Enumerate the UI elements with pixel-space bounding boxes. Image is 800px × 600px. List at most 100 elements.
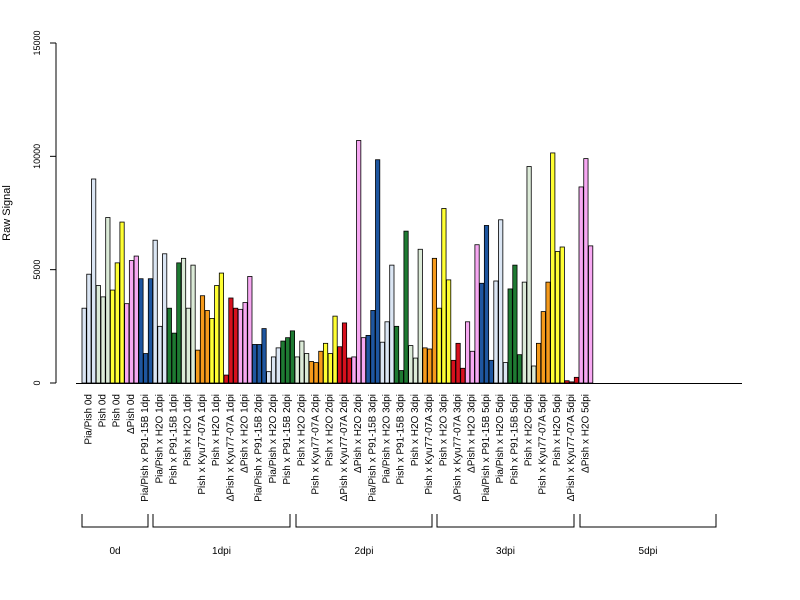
x-tick-label: Pish x P91-15B 1dpi (169, 394, 180, 485)
bar (133, 255, 139, 384)
x-tick-label: Pish x Kyu77-07A 5dpi (538, 394, 549, 495)
bar (256, 344, 262, 384)
bar (223, 374, 229, 384)
x-tick-label: ΔPish x H2O 1dpi (240, 394, 251, 473)
bar (275, 347, 281, 384)
bar (105, 217, 111, 384)
bar (233, 307, 239, 384)
bar (588, 245, 594, 384)
x-tick-label: Pish x H2O 5dpi (552, 394, 563, 466)
bar (261, 328, 267, 384)
bar (152, 239, 158, 384)
bar (488, 359, 494, 384)
x-tick-label: Pish 0d (112, 394, 123, 427)
x-tick-label: ΔPish x H2O 2dpi (353, 394, 364, 473)
bar (322, 342, 329, 384)
x-tick-label: Pish x Kyu77-07A 1dpi (197, 394, 208, 495)
bar (455, 342, 461, 384)
group-brackets: 0d 1dpi 2dpi 3dpi 5dpi (81, 514, 717, 557)
group-label: 2dpi (355, 546, 374, 557)
x-tick-label: Pish x P91-15B 3dpi (396, 394, 407, 485)
bar (398, 370, 404, 384)
bar (526, 166, 532, 384)
bar (375, 159, 381, 384)
bar (280, 340, 286, 384)
bar (360, 337, 366, 384)
bar (214, 285, 220, 384)
bar (119, 221, 125, 384)
x-tick-label: ΔPish 0d (126, 394, 137, 434)
bar (218, 272, 225, 384)
y-tick-label: 10000 (32, 144, 42, 169)
x-tick-label: Pish x P91-15B 5dpi (509, 394, 520, 485)
bar (436, 307, 442, 384)
bar (521, 281, 527, 384)
bar (289, 330, 295, 384)
x-tick-label: Pish x H2O 2dpi (296, 394, 307, 466)
x-tick-label: Pish x H2O 2dpi (325, 394, 336, 466)
x-tick-label: Pia/Pish x P91-15B 3dpi (367, 394, 378, 502)
x-tick-label: Pish x H2O 3dpi (438, 394, 449, 466)
bar (332, 315, 338, 384)
bar (176, 262, 182, 384)
bar (228, 297, 234, 384)
group-bracket (436, 514, 575, 528)
y-tick-label: 15000 (32, 30, 42, 55)
bar (304, 353, 310, 384)
bar (469, 350, 475, 384)
bar (147, 278, 154, 384)
bar (540, 311, 546, 384)
x-tick-label: Pish x P91-15B 2dpi (282, 394, 293, 485)
bar (171, 332, 177, 384)
x-tick-label: Pish x H2O 3dpi (410, 394, 421, 466)
bar (313, 362, 319, 384)
bar (384, 321, 390, 384)
bar (356, 140, 362, 384)
x-tick-label: ΔPish x Kyu77-07A 1dpi (225, 394, 236, 501)
group-label: 5dpi (639, 546, 658, 557)
bar (285, 337, 291, 384)
bar (427, 348, 433, 384)
x-tick-label: Pish x H2O 1dpi (183, 394, 194, 466)
bar (583, 158, 589, 384)
bar (337, 346, 343, 384)
bar (573, 376, 579, 384)
y-tick-label: 0 (32, 380, 42, 385)
bar (110, 289, 116, 384)
bar (564, 380, 570, 384)
bar (308, 361, 314, 384)
bar (327, 353, 333, 384)
x-tick-label: ΔPish x H2O 3dpi (467, 394, 478, 473)
x-tick-label: ΔPish x Kyu77-07A 2dpi (339, 394, 350, 501)
bar (531, 365, 537, 384)
bar (138, 278, 144, 384)
x-tick-label: ΔPish x H2O 5dpi (580, 394, 591, 473)
group-bracket (579, 514, 717, 528)
bar (403, 230, 409, 384)
bar (412, 357, 419, 384)
bar (157, 325, 163, 384)
group-label: 1dpi (212, 546, 231, 557)
bar (545, 281, 551, 384)
bar (166, 307, 172, 384)
x-tick-label: Pia/Pish x H2O 2dpi (268, 394, 279, 484)
bar (266, 371, 272, 384)
bar (247, 276, 253, 384)
bar (493, 280, 499, 384)
bar (483, 225, 490, 384)
x-tick-label: Pia/Pish x P91-15B 1dpi (140, 394, 151, 502)
bar (441, 208, 447, 384)
bar (318, 350, 324, 384)
x-tick-label: Pish x Kyu77-07A 2dpi (311, 394, 322, 495)
bar (114, 262, 120, 384)
x-tick-label: Pia/Pish x H2O 5dpi (495, 394, 506, 484)
group-label: 3dpi (496, 546, 515, 557)
bar (237, 308, 243, 384)
bar (185, 307, 191, 384)
bar (270, 356, 277, 384)
x-tick-labels: Pia/Pish 0d Pish 0d Pish 0d ΔPish 0d Pia/Pis… (83, 394, 591, 502)
bar (351, 356, 357, 384)
bar (346, 357, 352, 384)
x-tick-label: ΔPish x Kyu77-07A 5dpi (566, 394, 577, 501)
bar (550, 152, 556, 384)
